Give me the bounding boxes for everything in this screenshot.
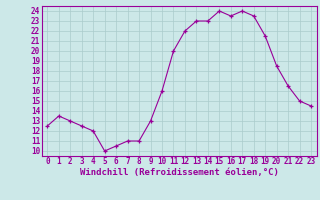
X-axis label: Windchill (Refroidissement éolien,°C): Windchill (Refroidissement éolien,°C) (80, 168, 279, 177)
